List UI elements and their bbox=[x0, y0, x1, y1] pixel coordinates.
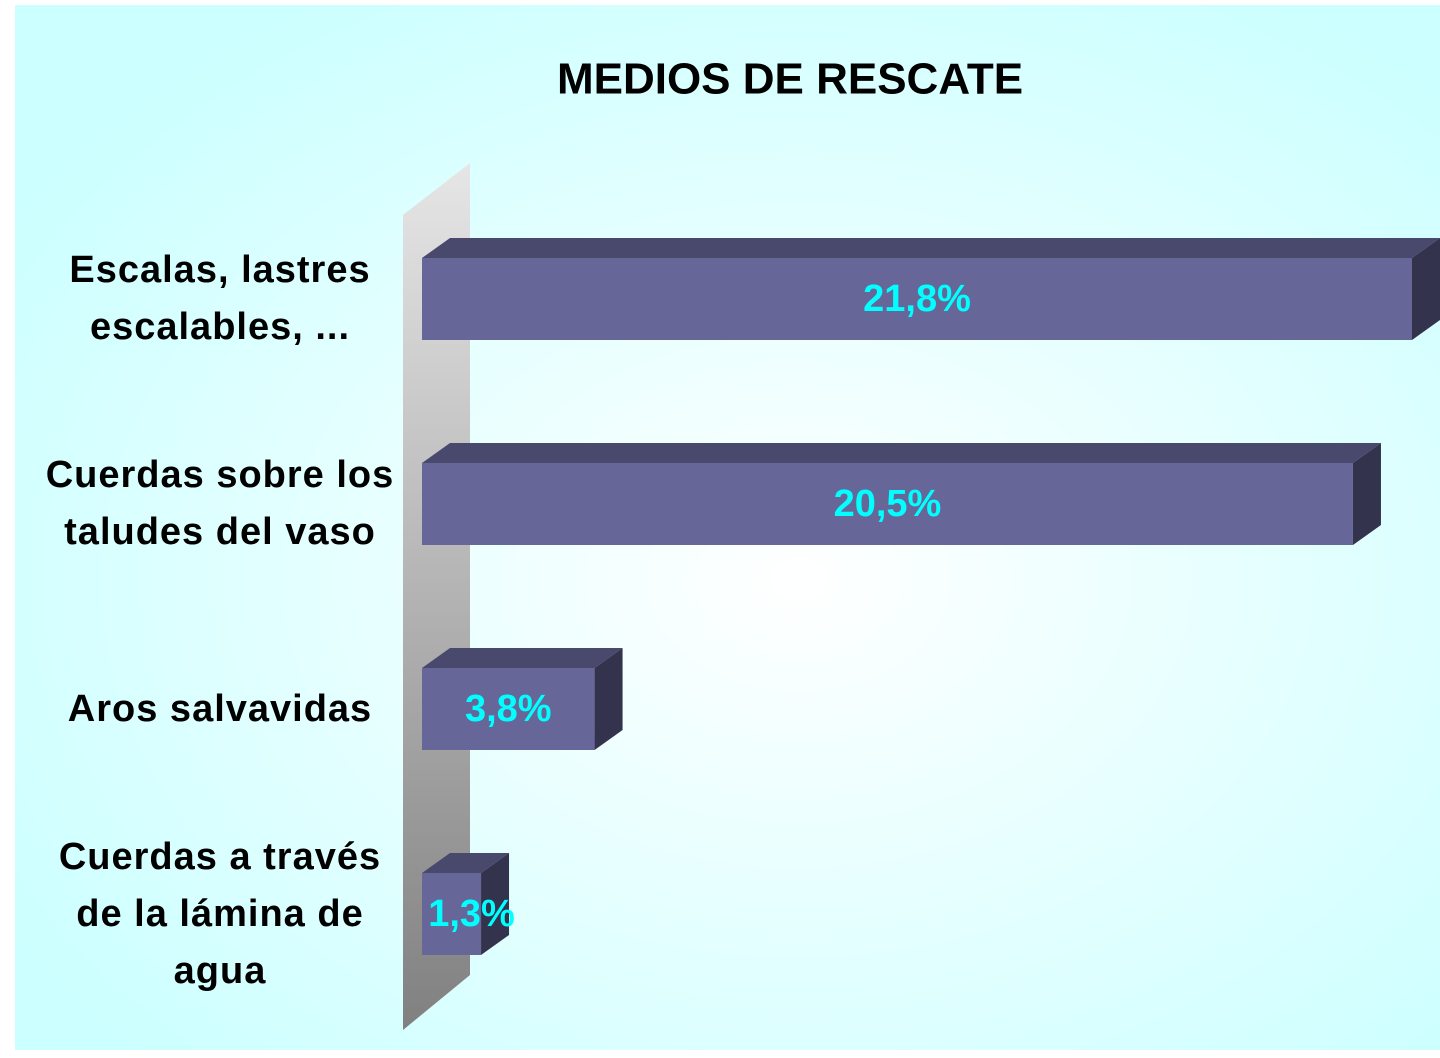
data-label: 20,5% bbox=[834, 483, 942, 525]
bar-top bbox=[422, 443, 1381, 463]
bar-side bbox=[481, 853, 510, 955]
bar bbox=[422, 443, 1381, 545]
category-label-box: Cuerdas a través de la lámina de agua bbox=[58, 835, 382, 992]
bar-top bbox=[422, 853, 510, 873]
bar-top bbox=[422, 238, 1440, 258]
data-label: 21,8% bbox=[863, 278, 971, 320]
bar-side bbox=[1412, 238, 1440, 340]
bar bbox=[422, 853, 510, 955]
category-label: Aros salvavidas bbox=[67, 687, 373, 730]
bar-front bbox=[422, 463, 1353, 545]
bar-side bbox=[1352, 443, 1381, 545]
category-label: Cuerdas sobre los taludes del vaso bbox=[45, 454, 395, 553]
bar-front bbox=[422, 258, 1412, 340]
bar bbox=[422, 648, 623, 750]
category-label-box: Cuerdas sobre los taludes del vaso bbox=[45, 454, 395, 553]
category-label-box: Escalas, lastres escalables, ... bbox=[69, 249, 371, 348]
back-wall bbox=[403, 163, 470, 1030]
bar-front bbox=[422, 668, 595, 750]
bar-front bbox=[422, 873, 482, 955]
category-label-box: Aros salvavidas bbox=[67, 687, 373, 730]
bar-side bbox=[594, 648, 623, 750]
data-label: 1,3% bbox=[428, 893, 515, 935]
bar bbox=[422, 238, 1440, 340]
chart-title: MEDIOS DE RESCATE bbox=[557, 55, 1023, 104]
category-label: Escalas, lastres escalables, ... bbox=[69, 249, 371, 348]
category-label: Cuerdas a través de la lámina de agua bbox=[58, 835, 382, 992]
bar-top bbox=[422, 648, 623, 668]
data-label: 3,8% bbox=[465, 688, 552, 730]
